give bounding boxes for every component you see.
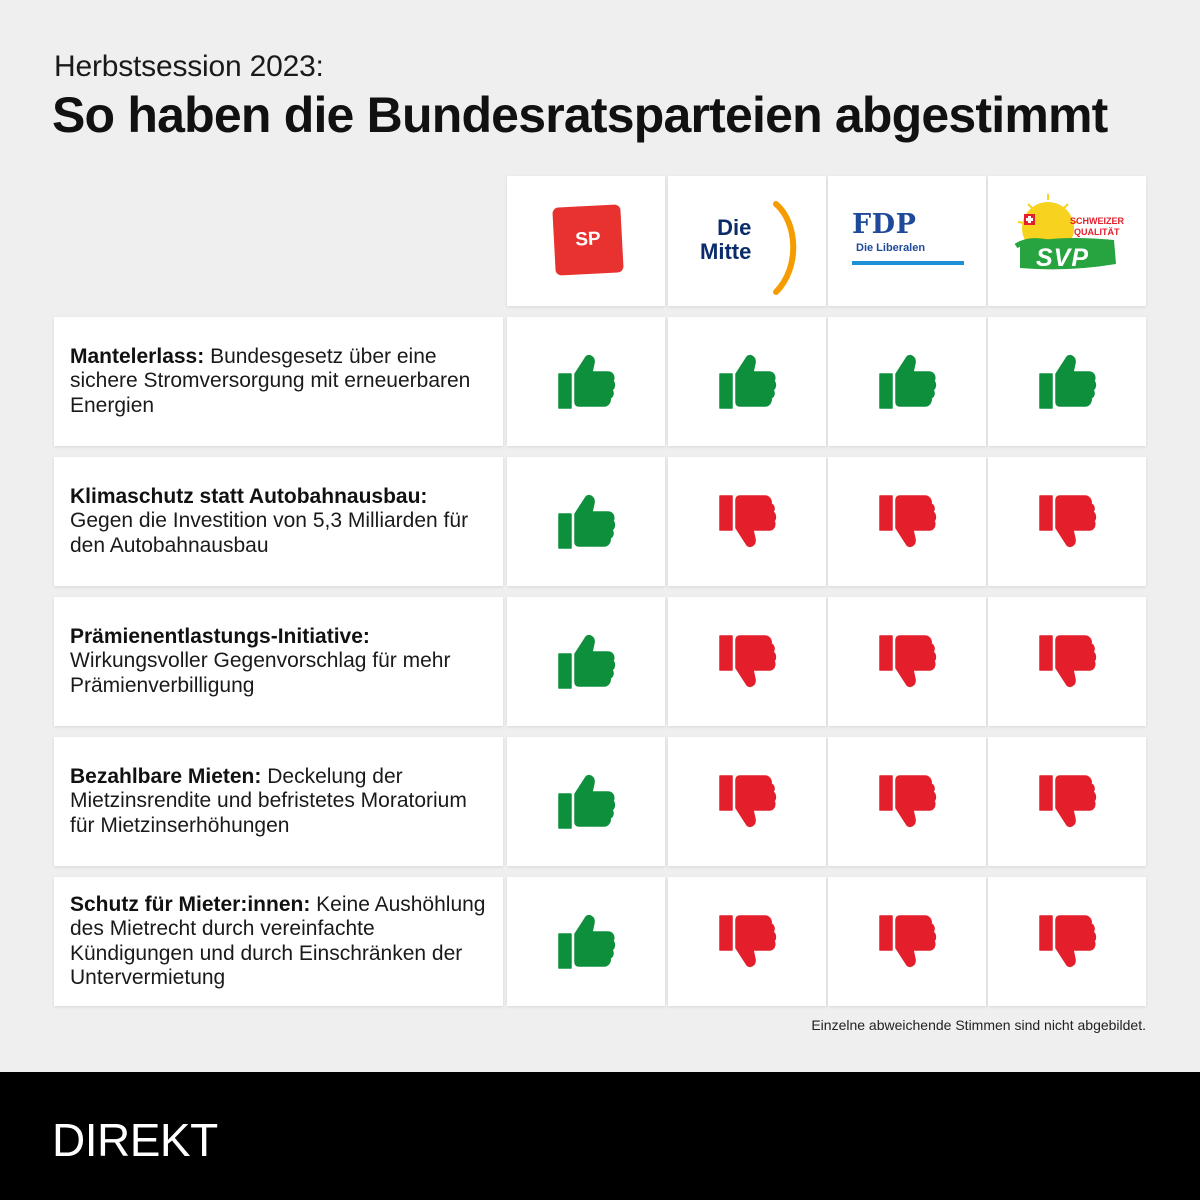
vote-cell <box>668 737 826 866</box>
brand-logo: DIREKT <box>52 1114 218 1166</box>
vote-cell <box>988 457 1146 586</box>
row-description: Prämienentlastungs-Initiative: Wirkungsv… <box>70 625 493 699</box>
row-title: Mantelerlass: <box>70 344 205 368</box>
thumbs-up-icon <box>558 354 616 409</box>
vote-cell <box>828 457 986 586</box>
vote-cell <box>507 737 665 866</box>
vote-cell <box>668 597 826 726</box>
thumbs-up-icon <box>558 914 616 969</box>
row-description: Schutz für Mieter:innen: Keine Aushöhlun… <box>70 893 493 991</box>
row-title: Prämienentlastungs-Initiative: <box>70 624 370 648</box>
thumbs-down-icon <box>1039 914 1097 967</box>
row-label: Klimaschutz statt Autobahnausbau: Gegen … <box>54 457 503 586</box>
thumbs-down-icon <box>879 634 937 687</box>
vote-cell <box>507 457 665 586</box>
vote-cell <box>507 597 665 726</box>
row-label: Prämienentlastungs-Initiative: Wirkungsv… <box>54 597 503 726</box>
vote-cell <box>828 877 986 1006</box>
row-title: Bezahlbare Mieten: <box>70 764 262 788</box>
row-text: Gegen die Investition von 5,3 Milliarden… <box>70 509 469 557</box>
vote-cell <box>988 737 1146 866</box>
vote-cell <box>988 317 1146 446</box>
thumbs-down-icon <box>879 914 937 967</box>
thumbs-down-icon <box>1039 494 1097 547</box>
vote-cell <box>828 597 986 726</box>
row-text: Keine Aushöhlung des Mietrecht durch ver… <box>70 892 486 990</box>
fdp-logo-sub: Die Liberalen <box>856 242 926 254</box>
fdp-logo: FDP <box>852 209 917 240</box>
svp-logo <box>1014 194 1116 270</box>
row-description: Mantelerlass: Bundesgesetz über eine sic… <box>70 345 493 419</box>
vote-cell <box>828 737 986 866</box>
footnote: Einzelne abweichende Stimmen sind nicht … <box>811 1017 1146 1033</box>
footer-bar <box>0 1072 1200 1200</box>
mitte-arc-icon <box>773 201 797 295</box>
row-text: Deckelung der Mietzinsrendite und befris… <box>70 764 467 837</box>
kicker: Herbstsession 2023: <box>54 50 324 83</box>
thumbs-up-icon <box>879 354 937 409</box>
sp-logo: SP <box>552 204 624 276</box>
row-label: Mantelerlass: Bundesgesetz über eine sic… <box>54 317 503 446</box>
thumbs-down-icon <box>719 774 777 827</box>
thumbs-down-icon <box>1039 634 1097 687</box>
thumbs-down-icon <box>719 914 777 967</box>
row-title: Klimaschutz statt Autobahnausbau: <box>70 484 428 508</box>
logo-cell-sp: SP <box>507 176 665 306</box>
vote-cell <box>507 317 665 446</box>
row-title: Schutz für Mieter:innen: <box>70 892 311 916</box>
vote-cell <box>828 317 986 446</box>
vote-cell <box>507 877 665 1006</box>
thumbs-up-icon <box>719 354 777 409</box>
thumbs-down-icon <box>719 634 777 687</box>
thumbs-up-icon <box>558 634 616 689</box>
headline: So haben die Bundesratsparteien abgestim… <box>52 87 1108 143</box>
logo-cell-mitte: Die Mitte <box>668 176 826 306</box>
thumbs-up-icon <box>1039 354 1097 409</box>
thumbs-down-icon <box>879 774 937 827</box>
row-description: Bezahlbare Mieten: Deckelung der Mietzin… <box>70 765 493 839</box>
vote-cell <box>988 597 1146 726</box>
vote-cell <box>988 877 1146 1006</box>
row-description: Klimaschutz statt Autobahnausbau: Gegen … <box>70 485 493 559</box>
fdp-logo-line <box>852 261 964 265</box>
svp-logo-text: SVP <box>1036 244 1090 272</box>
svp-logo-top2: QUALITÄT <box>1074 227 1120 237</box>
thumbs-down-icon <box>1039 774 1097 827</box>
row-label: Bezahlbare Mieten: Deckelung der Mietzin… <box>54 737 503 866</box>
thumbs-up-icon <box>558 494 616 549</box>
logo-cell-svp: SCHWEIZER QUALITÄT SVP <box>988 176 1146 306</box>
row-label: Schutz für Mieter:innen: Keine Aushöhlun… <box>54 877 503 1006</box>
row-text: Bundesgesetz über eine sichere Stromvers… <box>70 344 471 417</box>
thumbs-up-icon <box>558 774 616 829</box>
vote-cell <box>668 457 826 586</box>
svp-logo-top1: SCHWEIZER <box>1070 216 1124 226</box>
logo-cell-fdp: FDP Die Liberalen <box>828 176 986 306</box>
row-text: Wirkungsvoller Gegenvorschlag für mehr P… <box>70 649 451 697</box>
thumbs-down-icon <box>879 494 937 547</box>
mitte-logo: Die Mitte <box>700 215 752 264</box>
vote-cell <box>668 877 826 1006</box>
thumbs-down-icon <box>719 494 777 547</box>
vote-cell <box>668 317 826 446</box>
